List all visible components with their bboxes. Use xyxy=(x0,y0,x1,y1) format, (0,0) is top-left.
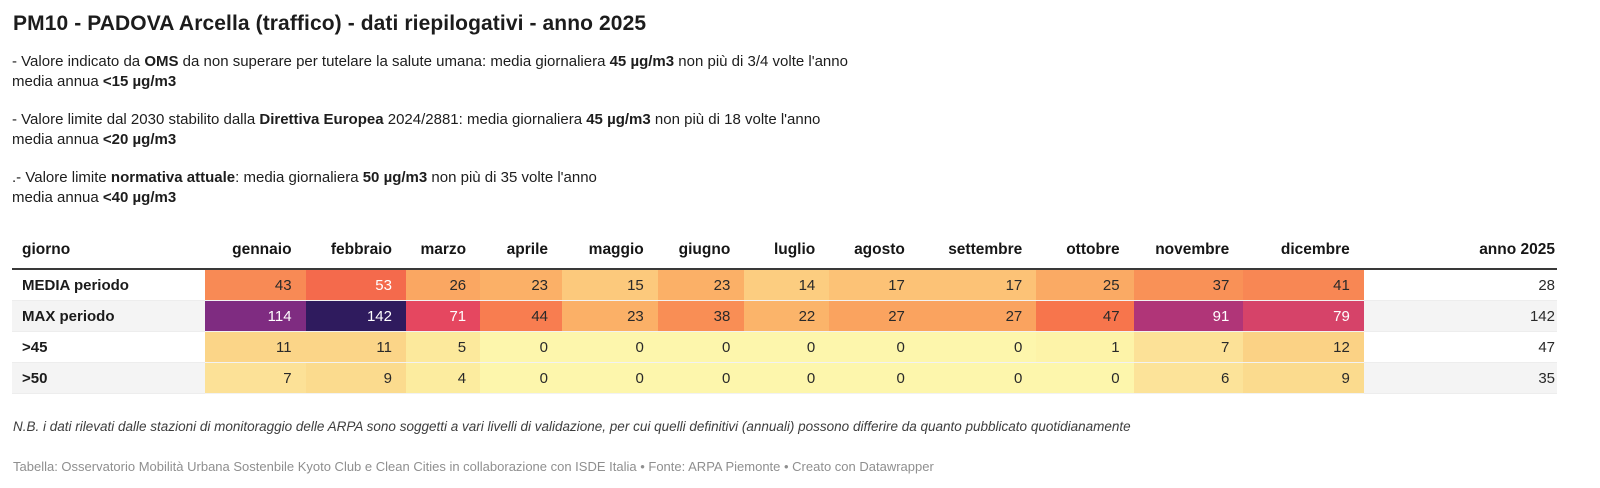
heatmap-cell: 7 xyxy=(1133,331,1244,363)
heatmap-cell: 25 xyxy=(1036,269,1134,301)
heatmap-cell: 11 xyxy=(205,331,306,363)
table-header: giorno gennaio febbraio marzo aprile maggio gi… xyxy=(12,233,1557,270)
column-header-gennaio: gennaio xyxy=(205,233,306,270)
table-row: >50 7 9 4 0 0 0 0 0 0 0 6 9 35 xyxy=(12,362,1557,394)
column-header-giugno: giugno xyxy=(657,233,745,270)
heatmap-cell: 23 xyxy=(657,269,745,301)
column-header-settembre: settembre xyxy=(918,233,1037,270)
limit-note: - Valore indicato da OMS da non superare… xyxy=(12,53,848,90)
heatmap-cell: 142 xyxy=(305,300,406,332)
heatmap-cell: 0 xyxy=(918,362,1037,394)
heatmap-cell: 9 xyxy=(305,362,406,394)
heatmap-cell: 0 xyxy=(744,362,830,394)
heatmap-cell: 0 xyxy=(829,331,919,363)
heatmap-cell: 7 xyxy=(205,362,306,394)
limit-notes: - Valore indicato da OMS da non superare… xyxy=(12,52,1588,207)
table-row: >45 11 11 5 0 0 0 0 0 0 1 7 12 47 xyxy=(12,331,1557,363)
row-label: MEDIA periodo xyxy=(12,269,206,301)
validation-footnote: N.B. i dati rilevati dalle stazioni di m… xyxy=(13,419,1131,434)
heatmap-cell: 91 xyxy=(1133,300,1244,332)
column-header-agosto: agosto xyxy=(829,233,919,270)
year-total-cell: 142 xyxy=(1363,300,1557,332)
column-header-ottobre: ottobre xyxy=(1036,233,1134,270)
heatmap-cell: 44 xyxy=(480,300,562,332)
column-header-luglio: luglio xyxy=(744,233,830,270)
heatmap-cell: 26 xyxy=(405,269,481,301)
table-row: MAX periodo 114 142 71 44 23 38 22 27 27 47 91 79 142 xyxy=(12,300,1557,332)
heatmap-cell: 71 xyxy=(405,300,481,332)
heatmap-cell: 15 xyxy=(562,269,658,301)
credit-link[interactable]: Fonte: ARPA Piemonte xyxy=(648,459,781,474)
table-wrap: giorno gennaio febbraio marzo aprile maggio gi… xyxy=(12,233,1588,394)
credit-link[interactable]: Creato con Datawrapper xyxy=(792,459,934,474)
heatmap-cell: 22 xyxy=(744,300,830,332)
datawrapper-table-page: PM10 - PADOVA Arcella (traffico) - dati … xyxy=(12,12,1588,474)
heatmap-cell: 4 xyxy=(405,362,481,394)
heatmap-cell: 17 xyxy=(918,269,1037,301)
column-header-aprile: aprile xyxy=(480,233,562,270)
heatmap-cell: 27 xyxy=(918,300,1037,332)
limit-note: - Valore limite dal 2030 stabilito dalla… xyxy=(12,111,821,148)
heatmap-cell: 47 xyxy=(1036,300,1134,332)
heatmap-cell: 17 xyxy=(829,269,919,301)
year-total-cell: 47 xyxy=(1363,331,1557,363)
heatmap-cell: 23 xyxy=(562,300,658,332)
heatmap-cell: 53 xyxy=(305,269,406,301)
heatmap-cell: 0 xyxy=(562,331,658,363)
heatmap-cell: 5 xyxy=(405,331,481,363)
limit-note: .- Valore limite normativa attuale: medi… xyxy=(12,169,597,206)
heatmap-cell: 114 xyxy=(205,300,306,332)
credit-line: Tabella: Osservatorio Mobilità Urbana So… xyxy=(13,459,1588,474)
heatmap-cell: 0 xyxy=(744,331,830,363)
heatmap-cell: 6 xyxy=(1133,362,1244,394)
heatmap-cell: 1 xyxy=(1036,331,1134,363)
column-header-novembre: novembre xyxy=(1133,233,1244,270)
heatmap-cell: 0 xyxy=(1036,362,1134,394)
heatmap-cell: 41 xyxy=(1243,269,1364,301)
credit-separator: • xyxy=(780,459,793,474)
heatmap-cell: 14 xyxy=(744,269,830,301)
heatmap-cell: 38 xyxy=(657,300,745,332)
row-label: >50 xyxy=(12,362,206,394)
heatmap-cell: 43 xyxy=(205,269,306,301)
pm10-summary-table: giorno gennaio febbraio marzo aprile maggio gi… xyxy=(12,233,1557,394)
row-label: >45 xyxy=(12,331,206,363)
heatmap-cell: 79 xyxy=(1243,300,1364,332)
heatmap-cell: 0 xyxy=(657,331,745,363)
table-row: MEDIA periodo 43 53 26 23 15 23 14 17 17 25 37 41 28 xyxy=(12,269,1557,301)
heatmap-cell: 27 xyxy=(829,300,919,332)
heatmap-cell: 0 xyxy=(480,331,562,363)
heatmap-cell: 0 xyxy=(657,362,745,394)
column-header-giorno: giorno xyxy=(12,233,206,270)
heatmap-cell: 0 xyxy=(829,362,919,394)
heatmap-cell: 37 xyxy=(1133,269,1244,301)
year-total-cell: 28 xyxy=(1363,269,1557,301)
column-header-anno-2025: anno 2025 xyxy=(1363,233,1557,270)
column-header-marzo: marzo xyxy=(405,233,481,270)
heatmap-cell: 23 xyxy=(480,269,562,301)
heatmap-cell: 0 xyxy=(918,331,1037,363)
heatmap-cell: 12 xyxy=(1243,331,1364,363)
heatmap-cell: 11 xyxy=(305,331,406,363)
heatmap-cell: 0 xyxy=(480,362,562,394)
page-title: PM10 - PADOVA Arcella (traffico) - dati … xyxy=(13,12,647,35)
column-header-febbraio: febbraio xyxy=(305,233,406,270)
heatmap-cell: 9 xyxy=(1243,362,1364,394)
year-total-cell: 35 xyxy=(1363,362,1557,394)
heatmap-cell: 0 xyxy=(562,362,658,394)
credit-text: Tabella: Osservatorio Mobilità Urbana So… xyxy=(13,459,637,474)
credit-separator: • xyxy=(636,459,649,474)
column-header-maggio: maggio xyxy=(562,233,658,270)
column-header-dicembre: dicembre xyxy=(1243,233,1364,270)
row-label: MAX periodo xyxy=(12,300,206,332)
